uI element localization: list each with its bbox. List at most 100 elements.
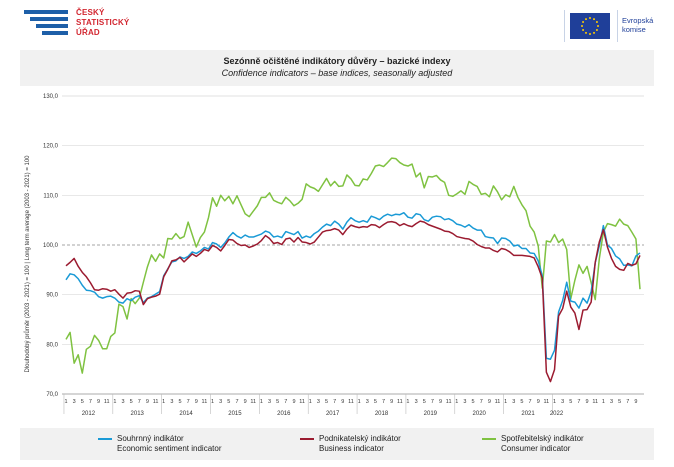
x-tick-label-month: 5 (423, 399, 426, 405)
x-tick-label-year: 2020 (473, 411, 487, 417)
x-tick-label-month: 3 (268, 399, 271, 405)
x-tick-label-month: 9 (292, 399, 295, 405)
x-tick-label-month: 5 (130, 399, 133, 405)
x-tick-label-month: 7 (431, 399, 434, 405)
x-tick-label-month: 11 (592, 399, 598, 405)
x-tick-label-month: 11 (348, 399, 354, 405)
y-axis-label: Dlouhodobý průměr (2003 - 2021) = 100 | … (24, 155, 31, 373)
x-tick-label-month: 1 (309, 399, 312, 405)
legend-item-consumer: Spotřebitelský indikátor Consumer indica… (482, 434, 584, 454)
x-tick-label-month: 11 (446, 399, 452, 405)
x-tick-label-month: 9 (244, 399, 247, 405)
x-tick-label-month: 5 (178, 399, 181, 405)
eu-text-line-2: komise (622, 25, 646, 34)
x-tick-label-month: 7 (626, 399, 629, 405)
x-tick-label-month: 3 (73, 399, 76, 405)
legend-swatch-business (300, 438, 314, 440)
eu-star (593, 18, 595, 21)
y-tick-label: 110,0 (43, 193, 58, 199)
chart-plot-area: 70,0 80,0 90,0 100,0 110,0 120,0 130,0 1 3 5 7 9 11 1… (20, 88, 654, 426)
x-tick-label-month: 1 (260, 399, 263, 405)
x-tick-label-month: 5 (618, 399, 621, 405)
x-tick-label-month: 9 (537, 399, 540, 405)
x-tick-label-year: 2019 (424, 411, 438, 417)
x-tick-label-month: 7 (89, 399, 92, 405)
legend-label-business-en: Business indicator (319, 444, 384, 453)
x-tick-label-year: 2013 (131, 411, 145, 417)
x-tick-label-month: 9 (146, 399, 149, 405)
y-tick-label: 80,0 (46, 342, 58, 348)
eu-commission-logo: Evropská komise (558, 10, 654, 42)
x-tick-label-month: 5 (325, 399, 328, 405)
chart-title-czech: Sezónně očištěné indikátory důvěry – baz… (223, 56, 451, 66)
x-tick-label-month: 5 (520, 399, 523, 405)
x-tick-label-month: 7 (284, 399, 287, 405)
y-tick-label: 130,0 (43, 94, 59, 100)
x-tick-label-month: 11 (153, 399, 159, 405)
eu-flag-icon (570, 13, 610, 39)
x-tick-label-month: 11 (299, 399, 305, 405)
x-tick-label-month: 9 (390, 399, 393, 405)
eu-star (581, 25, 583, 27)
x-tick-label-month: 9 (195, 399, 198, 405)
x-tick-label-month: 3 (121, 399, 124, 405)
legend-label-economic-en: Economic sentiment indicator (117, 444, 222, 453)
x-tick-label-month: 3 (512, 399, 515, 405)
x-tick-label-year: 2015 (228, 411, 242, 417)
eu-star (585, 31, 587, 34)
y-tick-label: 120,0 (43, 144, 59, 150)
x-tick-label-month: 5 (81, 399, 84, 405)
x-tick-label-month: 1 (602, 399, 605, 405)
legend-label-business-cz: Podnikatelský indikátor (319, 434, 401, 443)
czso-logo-line-3: ÚŘAD (76, 28, 100, 37)
eu-star (589, 17, 591, 19)
x-tick-label-month: 3 (317, 399, 320, 405)
x-tick-label-month: 5 (569, 399, 572, 405)
series-line-consumer (65, 157, 641, 374)
x-tick-label-month: 7 (333, 399, 336, 405)
y-tick-label: 90,0 (46, 293, 58, 299)
x-tick-label-month: 3 (366, 399, 369, 405)
x-tick-label-month: 9 (341, 399, 344, 405)
x-tick-label-month: 9 (439, 399, 442, 405)
x-tick-label-month: 5 (276, 399, 279, 405)
header: ČESKÝ STATISTICKÝ ÚŘAD Evropská komise (0, 0, 674, 50)
legend-swatch-economic (98, 438, 112, 440)
x-tick-label-month: 7 (480, 399, 483, 405)
x-tick-label-year: 2018 (375, 411, 389, 417)
y-tick-label: 70,0 (46, 392, 58, 398)
x-tick-label-month: 3 (561, 399, 564, 405)
x-tick-label-month: 11 (544, 399, 550, 405)
eu-flag-frame (564, 10, 618, 42)
x-tick-label-month: 11 (202, 399, 208, 405)
x-tick-label-month: 5 (472, 399, 475, 405)
x-tick-label-month: 9 (488, 399, 491, 405)
legend-label-consumer-en: Consumer indicator (501, 444, 571, 453)
x-tick-label-month: 1 (406, 399, 409, 405)
eu-text-line-1: Evropská (622, 16, 654, 25)
x-tick-label-month: 5 (227, 399, 230, 405)
x-tick-label-year: 2017 (326, 411, 340, 417)
x-tick-label-month: 1 (162, 399, 165, 405)
x-tick-label-year: 2022 (550, 411, 564, 417)
eu-star (582, 21, 585, 23)
legend-swatch-consumer (482, 438, 496, 440)
x-tick-label-month: 3 (610, 399, 613, 405)
eu-commission-text: Evropská komise (622, 16, 653, 34)
x-tick-label-month: 9 (634, 399, 637, 405)
legend-label-economic-cz: Souhrnný indikátor (117, 434, 184, 443)
x-tick-label-month: 7 (138, 399, 141, 405)
y-tick-label: 100,0 (43, 243, 59, 249)
x-tick-label-month: 3 (463, 399, 466, 405)
x-tick-label-month: 3 (170, 399, 173, 405)
series-line-business (65, 220, 641, 383)
x-tick-label-month: 9 (97, 399, 100, 405)
legend-item-economic: Souhrnný indikátor Economic sentiment in… (98, 434, 222, 454)
x-tick-label-month: 11 (104, 399, 110, 405)
x-tick-label-month: 3 (219, 399, 222, 405)
eu-star (595, 29, 598, 31)
x-tick-label-month: 1 (113, 399, 116, 405)
x-tick-label-year: 2012 (82, 411, 96, 417)
